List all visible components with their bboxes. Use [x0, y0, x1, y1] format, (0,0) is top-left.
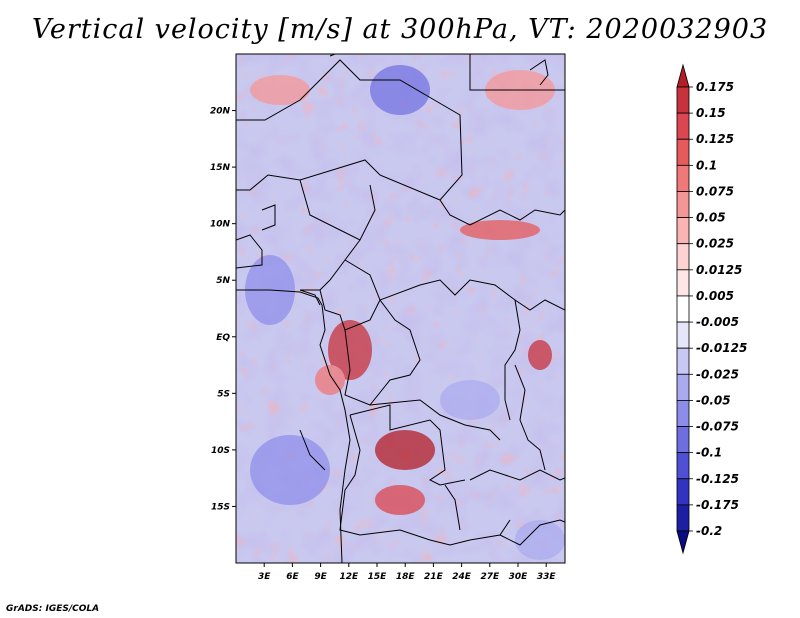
chart-title: Vertical velocity [m/s] at 300hPa, VT: 2… — [31, 14, 769, 45]
colorbar-label: -0.1 — [696, 446, 722, 460]
y-axis: 20N 15N 10N 5N EQ 5S 10S 15S — [210, 107, 236, 512]
colorbar-box — [676, 243, 690, 271]
colorbar-box — [676, 217, 690, 245]
x-tick-label: 9E — [314, 572, 327, 582]
colorbar-label: 0.005 — [696, 289, 734, 303]
colorbar-label: -0.0125 — [696, 341, 747, 355]
y-tick-label: 15N — [210, 163, 231, 173]
x-tick-label: 6E — [286, 572, 299, 582]
red-patches — [250, 70, 555, 515]
colorbar-box — [676, 164, 690, 192]
colorbar-box — [676, 373, 690, 401]
colorbar-box — [676, 138, 690, 166]
colorbar-min-arrow — [676, 530, 690, 555]
colorbar-label: -0.05 — [696, 393, 731, 407]
colorbar: 0.175 0.15 0.125 0.1 0.075 0.05 0.025 0.0125 0.0… — [676, 63, 747, 555]
y-tick-label: EQ — [216, 333, 230, 343]
colorbar-box — [676, 504, 690, 532]
colorbar-box — [676, 452, 690, 480]
colorbar-label: 0.175 — [696, 80, 734, 94]
colorbar-box — [676, 191, 690, 218]
map-plot-area — [236, 54, 565, 563]
x-axis: 3E 6E 9E 12E 15E 18E 21E 24E 27E 30E 33E — [258, 563, 556, 582]
colorbar-label: 0.025 — [696, 237, 734, 251]
colorbar-max-arrow — [676, 63, 690, 88]
colorbar-box — [676, 86, 690, 114]
colorbar-label: -0.175 — [696, 498, 739, 512]
colorbar-label: -0.2 — [696, 524, 722, 538]
colorbar-label: 0.15 — [696, 106, 726, 120]
y-tick-label: 10N — [210, 220, 231, 230]
x-tick-label: 24E — [452, 572, 472, 582]
y-tick-label: 20N — [210, 107, 231, 117]
grads-credit: GrADS: IGES/COLA — [6, 604, 100, 614]
y-tick-label: 5S — [217, 389, 230, 399]
colorbar-label: 0.1 — [696, 158, 717, 172]
colorbar-box — [676, 269, 690, 297]
y-tick-label: 5N — [216, 276, 230, 286]
colorbar-box — [676, 321, 690, 349]
coastline — [236, 289, 351, 563]
colorbar-label: 0.0125 — [696, 263, 742, 277]
colorbar-box — [676, 347, 690, 375]
colorbar-label: -0.005 — [696, 315, 739, 329]
colorbar-label: -0.125 — [696, 472, 739, 486]
map-frame — [235, 53, 566, 564]
colorbar-label: 0.125 — [696, 132, 734, 146]
x-tick-label: 3E — [258, 572, 271, 582]
colorbar-label: -0.075 — [696, 420, 739, 434]
colorbar-box — [676, 112, 690, 140]
x-tick-label: 15E — [368, 572, 388, 582]
colorbar-box — [676, 400, 690, 427]
colorbar-label: -0.025 — [696, 367, 739, 381]
colorbar-label: 0.05 — [696, 211, 726, 225]
colorbar-label: 0.075 — [696, 184, 734, 198]
y-tick-label: 10S — [211, 446, 230, 456]
x-tick-label: 18E — [396, 572, 416, 582]
country-borders — [236, 54, 565, 546]
x-tick-label: 12E — [339, 572, 359, 582]
x-tick-label: 30E — [509, 572, 529, 582]
x-tick-label: 33E — [537, 572, 557, 582]
x-tick-label: 21E — [424, 572, 444, 582]
colorbar-box — [676, 295, 690, 323]
y-tick-label: 15S — [211, 502, 230, 512]
colorbar-box — [676, 426, 690, 454]
x-tick-label: 27E — [480, 572, 500, 582]
colorbar-box — [676, 478, 690, 506]
